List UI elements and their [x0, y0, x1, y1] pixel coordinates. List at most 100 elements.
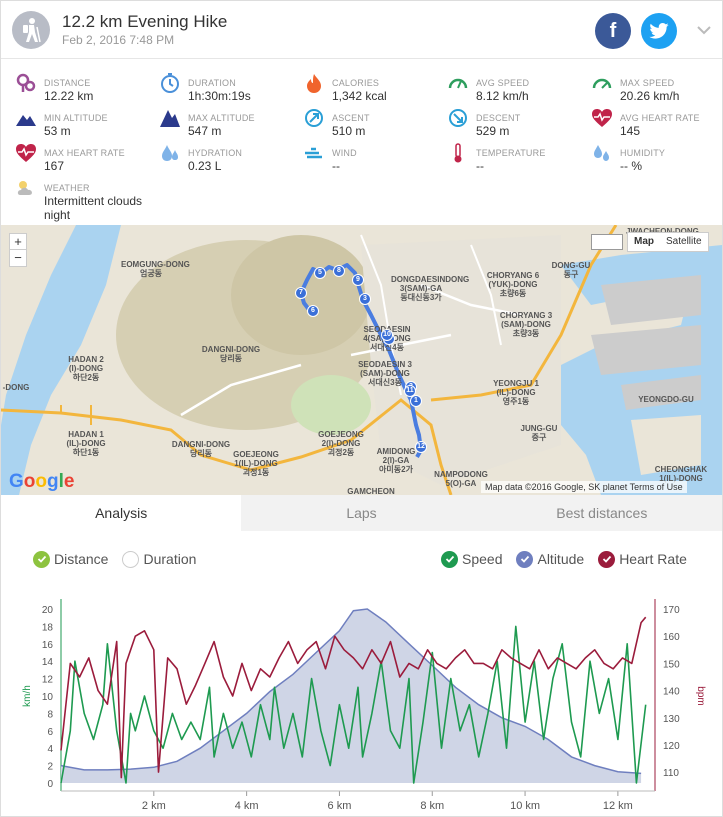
- distance-label: Distance: [54, 551, 109, 567]
- y-right-tick-label: 130: [663, 714, 680, 725]
- stat-avg-speed: AVG SPEED 8.12 km/h: [447, 68, 587, 103]
- heart-rate-toggle[interactable]: Heart Rate: [598, 550, 687, 568]
- heart-rate-label: Heart Rate: [619, 551, 687, 567]
- route-marker[interactable]: 3: [359, 293, 371, 305]
- map-attribution[interactable]: Map data ©2016 Google, SK planet Terms o…: [481, 481, 687, 493]
- duration-toggle[interactable]: Duration: [122, 550, 196, 568]
- y-right-tick-label: 140: [663, 687, 680, 698]
- stat-weather: WEATHER Intermittent clouds night: [15, 173, 155, 222]
- y-right-tick-label: 150: [663, 659, 680, 670]
- route-marker[interactable]: 5: [314, 267, 326, 279]
- x-tick-label: 10 km: [510, 800, 540, 812]
- route-marker[interactable]: 11: [404, 385, 416, 397]
- zoom-control: + −: [9, 233, 27, 267]
- activity-header: 12.2 km Evening Hike Feb 2, 2016 7:48 PM…: [1, 1, 722, 59]
- route-marker[interactable]: 8: [333, 265, 345, 277]
- x-axis-toggle: Distance Duration: [33, 549, 210, 569]
- stat-label: MAX SPEED: [620, 78, 675, 88]
- stat-temperature: TEMPERATURE --: [447, 138, 587, 173]
- unchecked-icon: [122, 550, 140, 568]
- stat-value: 8.12 km/h: [476, 89, 529, 103]
- stat-label: TEMPERATURE: [476, 148, 546, 158]
- stat-value: 145: [620, 124, 641, 138]
- y-left-axis-label: km/h: [22, 685, 33, 707]
- tab-best-distances[interactable]: Best distances: [481, 495, 722, 531]
- fullscreen-button[interactable]: [591, 234, 623, 250]
- y-left-tick-label: 18: [42, 622, 54, 633]
- stat-label: DISTANCE: [44, 78, 91, 88]
- twitter-share-button[interactable]: [641, 13, 677, 49]
- speed-line: [60, 625, 647, 784]
- stat-value: 529 m: [476, 124, 510, 138]
- stat-label: WEATHER: [44, 183, 90, 193]
- facebook-share-button[interactable]: f: [595, 13, 631, 49]
- altitude-toggle[interactable]: Altitude: [516, 550, 584, 568]
- zoom-out-button[interactable]: −: [14, 250, 22, 265]
- map-place-label: GOEJEONG 1(IL)-DONG 괴정1동: [233, 450, 279, 477]
- route-marker[interactable]: 9: [352, 274, 364, 286]
- y-right-tick-label: 170: [663, 605, 680, 616]
- map-place-label: SEODAESIN 3 (SAM)-DONG 서대신3동: [358, 360, 412, 387]
- route-marker[interactable]: 6: [307, 305, 319, 317]
- facebook-icon: f: [609, 19, 617, 42]
- chevron-down-icon[interactable]: [695, 21, 713, 39]
- route-marker[interactable]: 10: [381, 329, 393, 341]
- tab-analysis[interactable]: Analysis: [1, 495, 242, 531]
- route-marker[interactable]: 12: [415, 441, 427, 453]
- y-right-axis-label: bpm: [695, 686, 706, 705]
- distance-icon: [16, 73, 36, 92]
- x-tick-label: 6 km: [328, 800, 352, 812]
- speed-toggle[interactable]: Speed: [441, 550, 502, 568]
- stat-duration: DURATION 1h:30m:19s: [159, 68, 299, 103]
- max-heart-rate-icon: [16, 144, 36, 162]
- map-place-label: -DONG: [2, 383, 30, 392]
- map-place-label: CHORYANG 3 (SAM)-DONG 초량3동: [499, 311, 553, 338]
- y-left-tick-label: 2: [47, 762, 53, 773]
- stat-value: -- %: [620, 159, 642, 173]
- y-left-tick-label: 6: [47, 727, 53, 738]
- stat-label: CALORIES: [332, 78, 380, 88]
- activity-title: 12.2 km Evening Hike: [62, 12, 228, 31]
- weather-icon: [17, 181, 32, 195]
- stat-value: --: [332, 159, 340, 173]
- stat-value: Intermittent clouds night: [44, 194, 143, 222]
- map-place-label: HADAN 2 (I)-DONG 하단2동: [68, 355, 104, 382]
- distance-toggle[interactable]: Distance: [33, 550, 109, 568]
- series-toggles: Speed Altitude Heart Rate: [441, 549, 687, 569]
- map-type-map-button[interactable]: Map: [634, 236, 654, 247]
- temperature-icon: [454, 143, 462, 163]
- stat-min-altitude: MIN ALTITUDE 53 m: [15, 103, 155, 138]
- stat-label: MAX HEART RATE: [44, 148, 125, 158]
- calories-icon: [307, 74, 321, 93]
- stat-label: AVG HEART RATE: [620, 113, 700, 123]
- map-place-label: YEONGJU 1 (IL)-DONG 영주1동: [493, 379, 539, 406]
- stat-ascent: ASCENT 510 m: [303, 103, 443, 138]
- y-left-tick-label: 12: [42, 675, 54, 686]
- stat-wind: WIND --: [303, 138, 443, 173]
- max-speed-icon: [592, 78, 612, 89]
- stat-label: AVG SPEED: [476, 78, 530, 88]
- zoom-in-button[interactable]: +: [10, 234, 26, 250]
- route-marker[interactable]: 1: [410, 395, 422, 407]
- route-marker[interactable]: 7: [295, 287, 307, 299]
- stat-distance: DISTANCE 12.22 km: [15, 68, 155, 103]
- route-map[interactable]: EOMGUNG-DONG 엄궁동 DONGDAESINDONG 3(SAM)-GA…: [1, 225, 722, 495]
- stats-grid: DISTANCE 12.22 km DURATION 1h:30m:19s CA…: [1, 60, 722, 225]
- map-place-label: YEONGDO-GU: [638, 395, 694, 404]
- heart-rate-line: [60, 616, 647, 779]
- stat-avg-heart-rate: AVG HEART RATE 145: [591, 103, 723, 138]
- stat-label: DURATION: [188, 78, 236, 88]
- altitude-area: [61, 609, 642, 783]
- hiker-avatar-icon: [12, 11, 50, 49]
- stat-hydration: HYDRATION 0.23 L: [159, 138, 299, 173]
- map-place-label: AMIDONG 2(I)-GA 아미동2가: [376, 447, 416, 474]
- map-place-label: CHORYANG 6 (YUK)-DONG 초량6동: [486, 271, 540, 298]
- analysis-chart[interactable]: 0 2 4 6 8 10 12 14 16 18 20 110 120 130 140 150 160 170 2 …: [1, 581, 722, 817]
- y-left-tick-label: 14: [42, 657, 54, 668]
- stat-label: ASCENT: [332, 113, 370, 123]
- tab-laps[interactable]: Laps: [241, 495, 482, 531]
- stat-label: HYDRATION: [188, 148, 243, 158]
- x-tick-label: 4 km: [235, 800, 259, 812]
- map-type-satellite-button[interactable]: Satellite: [666, 236, 702, 247]
